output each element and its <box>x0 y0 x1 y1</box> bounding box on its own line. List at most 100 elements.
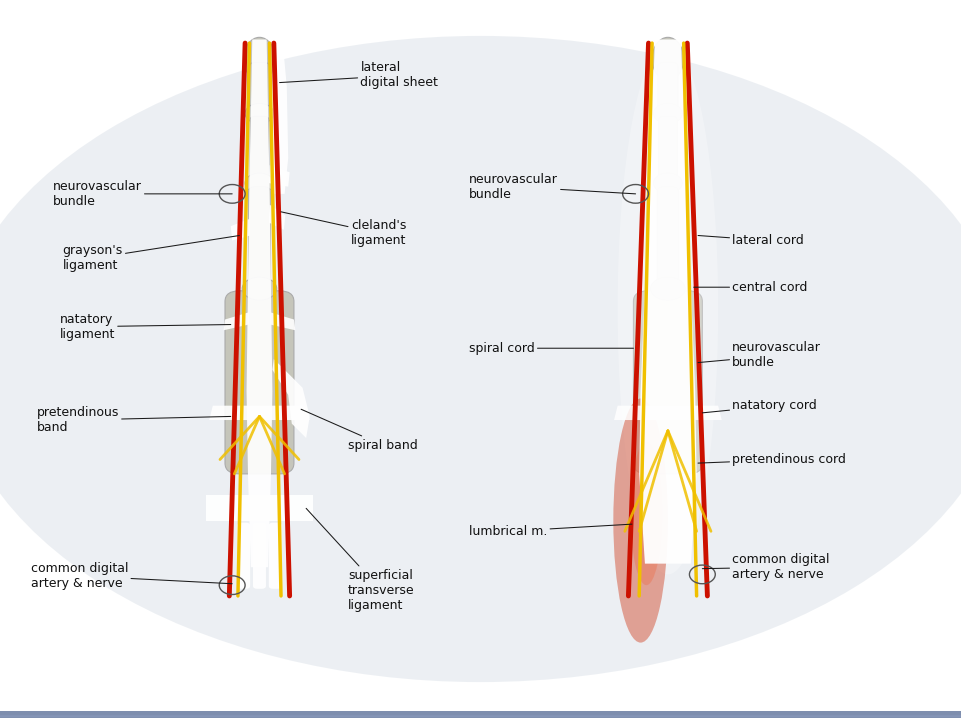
Bar <box>0 712 961 716</box>
Bar <box>0 713 961 717</box>
Bar <box>0 714 961 718</box>
Bar <box>0 712 961 716</box>
Bar <box>0 713 961 717</box>
Bar <box>0 712 961 716</box>
Bar <box>0 712 961 716</box>
FancyBboxPatch shape <box>250 62 269 111</box>
Bar <box>0 713 961 717</box>
Bar <box>0 712 961 715</box>
Bar <box>0 713 961 717</box>
Bar <box>0 713 961 717</box>
Ellipse shape <box>653 173 682 193</box>
Bar <box>0 712 961 716</box>
Bar <box>0 711 961 714</box>
Bar <box>0 714 961 717</box>
Bar <box>0 712 961 715</box>
Bar <box>0 713 961 717</box>
Bar <box>0 714 961 717</box>
Bar <box>0 712 961 715</box>
Bar <box>0 714 961 717</box>
Bar <box>0 712 961 715</box>
Bar <box>0 711 961 714</box>
Ellipse shape <box>653 37 683 80</box>
Bar <box>0 712 961 715</box>
Bar <box>0 713 961 717</box>
Bar <box>0 714 961 717</box>
Bar <box>0 714 961 717</box>
Polygon shape <box>270 312 295 330</box>
Bar <box>0 714 961 718</box>
Bar <box>0 712 961 715</box>
Bar <box>0 712 961 716</box>
Bar <box>0 712 961 715</box>
Text: neurovascular
bundle: neurovascular bundle <box>53 180 233 208</box>
Bar <box>0 714 961 717</box>
Bar <box>0 712 961 716</box>
Bar <box>0 712 961 716</box>
Bar <box>0 712 961 715</box>
Bar <box>0 712 961 716</box>
Bar <box>0 712 961 716</box>
Bar <box>0 712 961 716</box>
Bar <box>0 712 961 715</box>
Bar <box>0 712 961 716</box>
Bar <box>0 712 961 716</box>
Bar <box>0 714 961 717</box>
Bar <box>0 714 961 717</box>
Bar <box>0 712 961 715</box>
Bar <box>0 711 961 714</box>
Bar <box>0 714 961 718</box>
Bar <box>0 712 961 716</box>
Bar <box>0 712 961 715</box>
Bar <box>0 712 961 715</box>
Text: natatory
ligament: natatory ligament <box>60 313 231 340</box>
Bar <box>0 714 961 718</box>
Bar <box>0 712 961 716</box>
Text: common digital
artery & nerve: common digital artery & nerve <box>702 554 829 581</box>
Bar <box>0 713 961 717</box>
Bar <box>0 714 961 717</box>
Bar <box>0 713 961 717</box>
Bar <box>0 714 961 718</box>
FancyBboxPatch shape <box>657 187 678 287</box>
Bar <box>0 712 961 716</box>
Text: ABNORMAL: ABNORMAL <box>576 9 789 42</box>
Bar <box>0 712 961 715</box>
Bar <box>0 712 961 716</box>
Text: lateral
digital sheet: lateral digital sheet <box>280 62 438 89</box>
Bar <box>0 711 961 714</box>
Bar <box>0 712 961 715</box>
Bar <box>0 714 961 717</box>
Polygon shape <box>272 359 309 438</box>
Bar <box>0 713 961 717</box>
Bar <box>0 714 961 717</box>
Bar <box>0 712 961 716</box>
Bar <box>0 712 961 715</box>
Bar <box>0 713 961 717</box>
Bar <box>0 714 961 717</box>
Bar <box>0 714 961 718</box>
FancyBboxPatch shape <box>269 523 282 589</box>
Bar <box>0 712 961 716</box>
Bar <box>0 714 961 717</box>
Bar <box>0 712 961 716</box>
Polygon shape <box>272 39 288 194</box>
Bar <box>0 714 961 717</box>
Text: lumbrical m.: lumbrical m. <box>469 524 632 538</box>
Bar <box>0 714 961 718</box>
Bar <box>0 712 961 715</box>
Bar <box>0 713 961 717</box>
Ellipse shape <box>653 103 682 123</box>
Bar <box>0 714 961 717</box>
Bar <box>0 714 961 717</box>
Bar <box>0 712 961 715</box>
Bar <box>0 713 961 717</box>
Bar <box>0 714 961 717</box>
Bar <box>0 714 961 717</box>
FancyBboxPatch shape <box>658 116 678 181</box>
Ellipse shape <box>630 442 662 585</box>
Bar <box>0 712 961 715</box>
Bar <box>0 712 961 716</box>
Polygon shape <box>206 495 313 521</box>
Bar <box>0 713 961 717</box>
